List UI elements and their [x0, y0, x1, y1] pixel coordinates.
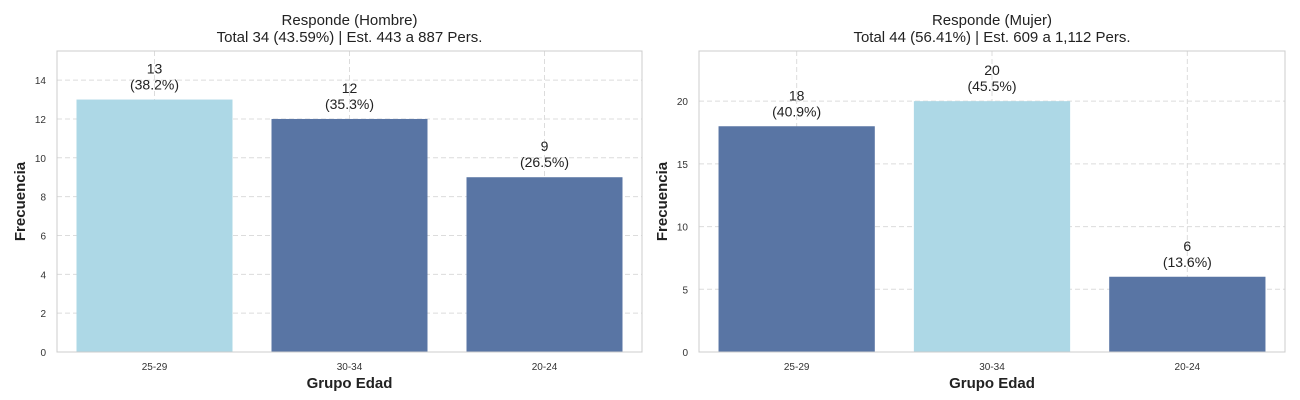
- chart2-bar-percent-label-0: (40.9%): [772, 103, 821, 119]
- chart2-xtick-label-2: 20-24: [1175, 362, 1201, 373]
- chart1-bar-percent-label-0: (38.2%): [130, 77, 179, 93]
- chart1-bar-value-label-2: 9: [541, 138, 549, 154]
- chart1-xlabel: Grupo Edad: [307, 375, 393, 392]
- chart1-bar-value-label-0: 13: [147, 61, 163, 77]
- chart2-bar-30-34: [913, 101, 1071, 353]
- chart2-bar-value-label-0: 18: [789, 87, 805, 103]
- chart1-bar-percent-label-1: (35.3%): [325, 96, 374, 112]
- chart2-subtitle: Total 44 (56.41%) | Est. 609 a 1,112 Per…: [853, 29, 1130, 46]
- chart2-xtick-label-1: 30-34: [979, 362, 1005, 373]
- chart1-ytick-label-0: 0: [40, 348, 46, 359]
- chart2-ylabel: Frecuencia: [654, 161, 671, 241]
- chart2-ytick-label-1: 5: [682, 285, 688, 296]
- chart2-ytick-label-3: 15: [677, 160, 689, 171]
- chart2-plot-frame: [698, 50, 1286, 353]
- chart2-bar-value-label-2: 6: [1183, 238, 1191, 254]
- chart2-bar-percent-label-2: (13.6%): [1163, 254, 1212, 270]
- chart1-bar-value-label-1: 12: [342, 80, 358, 96]
- chart2-bar-percent-label-1: (45.5%): [967, 78, 1016, 94]
- chart2-bar-value-label-1: 20: [984, 62, 1000, 78]
- chart1-ytick-label-4: 8: [40, 193, 46, 204]
- chart2-ytick-label-4: 20: [677, 97, 689, 108]
- chart1-ytick-label-2: 4: [40, 270, 46, 281]
- chart1-xtick-label-2: 20-24: [532, 362, 558, 373]
- chart1-ytick-label-7: 14: [35, 76, 47, 87]
- chart1-ytick-label-5: 10: [35, 154, 47, 165]
- chart1-ylabel: Frecuencia: [12, 161, 29, 241]
- chart2-bar-25-29: [718, 126, 875, 352]
- chart1-bar-30-34: [271, 118, 428, 352]
- chart1-bar-20-24: [466, 177, 623, 352]
- chart1-ytick-label-6: 12: [35, 115, 47, 126]
- chart1-ytick-label-3: 6: [40, 231, 46, 242]
- chart1-title: Responde (Hombre): [282, 12, 418, 29]
- chart1-bar-25-29: [76, 99, 233, 352]
- chart2-xlabel: Grupo Edad: [949, 375, 1035, 392]
- chart2-ytick-label-2: 10: [677, 223, 689, 234]
- chart2-title: Responde (Mujer): [932, 12, 1052, 29]
- chart1-xtick-label-0: 25-29: [142, 362, 168, 373]
- chart1-ytick-label-1: 2: [40, 309, 46, 320]
- chart1-bar-percent-label-2: (26.5%): [520, 154, 569, 170]
- chart2-ytick-label-0: 0: [682, 348, 688, 359]
- chart1-plot-frame: [56, 50, 643, 353]
- chart2-bar-20-24: [1109, 276, 1266, 352]
- chart2-xtick-label-0: 25-29: [784, 362, 810, 373]
- chart1-subtitle: Total 34 (43.59%) | Est. 443 a 887 Pers.: [217, 29, 483, 46]
- chart1-xtick-label-1: 30-34: [337, 362, 363, 373]
